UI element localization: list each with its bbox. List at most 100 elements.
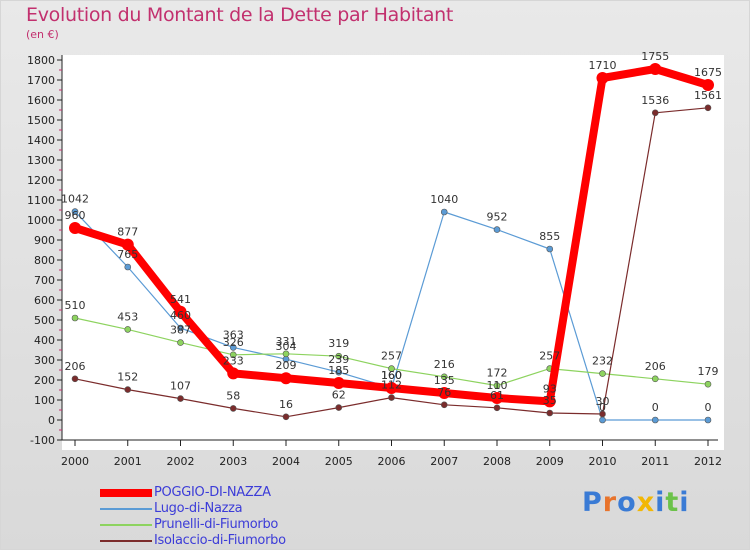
data-point bbox=[177, 324, 184, 332]
x-tick-label: 2007 bbox=[430, 455, 458, 468]
data-point bbox=[335, 404, 343, 411]
y-tick-label: 1500 bbox=[27, 114, 55, 127]
chart-title: Evolution du Montant de la Dette par Hab… bbox=[26, 4, 454, 26]
data-point bbox=[493, 226, 501, 233]
data-label: 160 bbox=[381, 369, 402, 382]
data-label: 1675 bbox=[694, 66, 722, 79]
data-label: 62 bbox=[332, 389, 346, 402]
y-tick-label: 1700 bbox=[27, 74, 55, 87]
data-point bbox=[174, 305, 187, 318]
x-tick-label: 2010 bbox=[589, 455, 617, 468]
data-point bbox=[69, 222, 81, 234]
y-tick-label: -100 bbox=[30, 434, 55, 447]
x-tick-label: 2006 bbox=[378, 455, 406, 468]
data-label: 855 bbox=[539, 230, 560, 243]
data-point bbox=[493, 404, 501, 412]
data-point bbox=[440, 208, 448, 216]
data-point bbox=[227, 367, 240, 380]
data-label: 0 bbox=[599, 401, 606, 414]
x-tick-label: 2004 bbox=[272, 455, 300, 468]
data-point bbox=[282, 350, 290, 358]
data-label: 152 bbox=[117, 371, 138, 384]
data-label: 35 bbox=[543, 394, 557, 407]
data-point bbox=[596, 72, 609, 84]
logo-letter: i bbox=[655, 487, 666, 518]
data-label: 61 bbox=[490, 389, 504, 402]
x-tick-label: 2012 bbox=[694, 455, 722, 468]
data-point bbox=[704, 416, 712, 424]
data-label: 30 bbox=[596, 395, 610, 408]
data-point bbox=[651, 375, 659, 383]
legend-label: Isolaccio-di-Fiumorbo bbox=[154, 533, 286, 548]
data-label: 387 bbox=[170, 324, 191, 337]
data-point bbox=[649, 63, 662, 75]
legend-label: Prunelli-di-Fiumorbo bbox=[154, 517, 279, 532]
data-label: 16 bbox=[279, 398, 293, 411]
data-label: 76 bbox=[437, 386, 451, 399]
data-label: 0 bbox=[705, 401, 712, 414]
x-tick-label: 2003 bbox=[219, 455, 247, 468]
y-tick-label: 1400 bbox=[27, 134, 55, 147]
legend-swatch bbox=[100, 489, 152, 497]
data-point bbox=[388, 394, 395, 401]
data-label: 179 bbox=[698, 365, 719, 378]
y-tick-label: 400 bbox=[34, 334, 55, 347]
data-label: 257 bbox=[539, 350, 560, 363]
data-point bbox=[599, 410, 606, 418]
x-tick-label: 2002 bbox=[167, 455, 195, 468]
y-tick-label: 0 bbox=[48, 414, 55, 427]
data-label: 185 bbox=[328, 364, 349, 377]
data-point bbox=[704, 380, 712, 388]
data-point bbox=[71, 314, 79, 322]
data-point bbox=[651, 109, 659, 117]
data-label: 1536 bbox=[641, 94, 669, 107]
data-label: 233 bbox=[223, 354, 244, 367]
data-point bbox=[491, 392, 503, 404]
data-label: 216 bbox=[434, 358, 455, 371]
data-point bbox=[121, 238, 134, 251]
logo-letter: x bbox=[636, 487, 656, 518]
data-point bbox=[229, 405, 237, 412]
data-point bbox=[282, 413, 290, 421]
legend-label: POGGIO-DI-NAZZA bbox=[154, 485, 271, 500]
data-label: 206 bbox=[65, 360, 86, 373]
y-tick-label: 300 bbox=[34, 354, 55, 367]
y-tick-label: 600 bbox=[34, 294, 55, 307]
data-label: 510 bbox=[65, 299, 86, 312]
data-label: 1710 bbox=[589, 59, 617, 72]
data-label: 206 bbox=[645, 360, 666, 373]
data-point bbox=[335, 368, 343, 376]
data-point bbox=[493, 382, 501, 389]
y-tick-label: 1200 bbox=[27, 174, 55, 187]
data-point bbox=[702, 79, 714, 91]
data-point bbox=[177, 339, 184, 346]
y-tick-label: 1800 bbox=[27, 54, 55, 67]
data-point bbox=[124, 386, 132, 393]
x-tick-label: 2009 bbox=[536, 455, 564, 468]
logo-letter: i bbox=[679, 487, 690, 518]
data-point bbox=[543, 395, 556, 408]
data-label: 1042 bbox=[61, 193, 89, 206]
logo-letter: r bbox=[602, 487, 618, 518]
data-point bbox=[332, 377, 345, 389]
data-label: 257 bbox=[381, 350, 402, 363]
data-label: 453 bbox=[117, 310, 138, 323]
x-tick-label: 2011 bbox=[641, 455, 669, 468]
legend-swatch bbox=[100, 524, 152, 526]
logo-letter: P bbox=[582, 487, 603, 518]
data-label: 107 bbox=[170, 380, 191, 393]
data-label: 232 bbox=[592, 355, 613, 368]
x-tick-label: 2000 bbox=[61, 455, 89, 468]
data-point bbox=[438, 387, 451, 399]
data-label: 0 bbox=[652, 401, 659, 414]
data-label: 541 bbox=[170, 293, 191, 306]
data-label: 765 bbox=[117, 248, 138, 261]
data-point bbox=[704, 104, 712, 112]
data-label: 1040 bbox=[430, 193, 458, 206]
logo-letter: o bbox=[617, 487, 637, 518]
logo-letter: t bbox=[665, 487, 680, 518]
data-label: 960 bbox=[65, 209, 86, 222]
data-point bbox=[440, 401, 448, 409]
unit-label: (en €) bbox=[26, 28, 59, 41]
